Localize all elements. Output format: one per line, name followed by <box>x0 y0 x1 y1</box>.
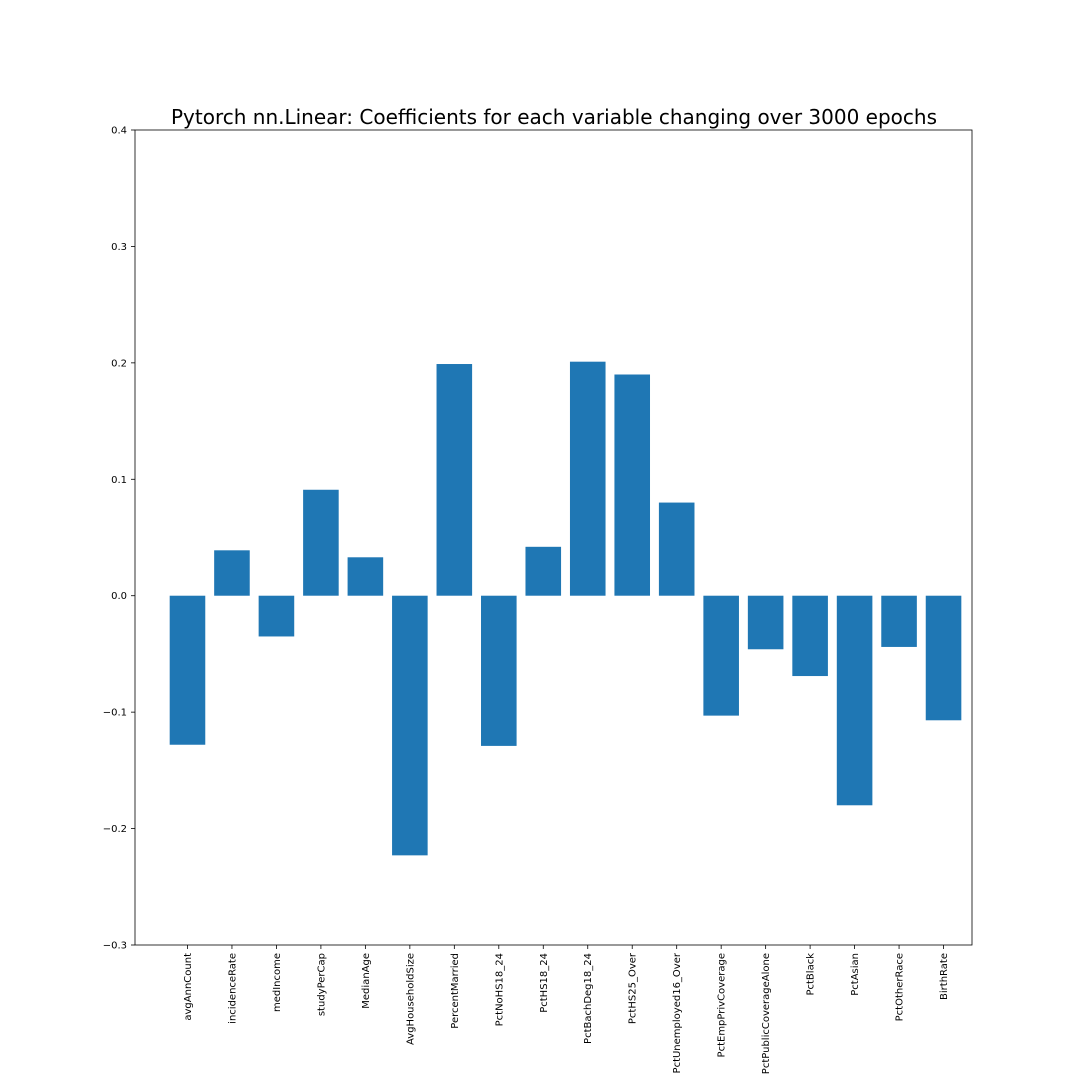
axes-spines <box>134 129 973 946</box>
x-tick-label: PctHS25_Over <box>628 952 639 1024</box>
x-tick-label: PctUnemployed16_Over <box>672 952 683 1073</box>
bar-medIncome <box>258 595 295 637</box>
bar-avgAnnCount <box>169 595 206 745</box>
bar-PctOtherRace <box>881 595 917 647</box>
y-tick-label: 0.3 <box>111 242 127 253</box>
x-axis: avgAnnCount incidenceRate medIncome studyPe… <box>183 945 950 1074</box>
bar-PctNoHS18_24 <box>481 595 517 746</box>
plot-frame <box>134 129 973 946</box>
bar-PctAsian <box>836 595 873 806</box>
x-tick-label: PercentMarried <box>450 953 461 1029</box>
x-tick-label: PctAsian <box>850 953 861 996</box>
bar-PercentMarried <box>436 364 473 596</box>
x-tick-label: AvgHouseholdSize <box>405 953 416 1045</box>
x-tick-label: PctBachDeg18_24 <box>583 953 594 1044</box>
bar-PctPublicCoverageAlone <box>747 595 784 650</box>
x-tick-label: incidenceRate <box>227 953 238 1024</box>
bar-BirthRate <box>925 595 962 721</box>
x-tick-label: PctBlack <box>806 953 817 996</box>
bar-incidenceRate <box>214 550 250 596</box>
x-tick-label: studyPerCap <box>316 953 327 1016</box>
bar-PctHS18_24 <box>525 546 562 596</box>
x-tick-label: PctPublicCoverageAlone <box>761 953 772 1074</box>
x-tick-label: PctEmpPrivCoverage <box>717 953 728 1057</box>
y-tick-label: 0.1 <box>111 475 127 486</box>
x-tick-label: PctHS18_24 <box>539 953 550 1013</box>
bar-PctHS25_Over <box>614 374 651 596</box>
x-tick-label: MedianAge <box>361 953 372 1009</box>
x-tick-label: medIncome <box>272 953 283 1012</box>
y-axis: −0.3 −0.2 −0.1 0.0 0.1 0.2 0.3 0.4 <box>103 126 135 952</box>
y-tick-label: −0.3 <box>103 941 127 952</box>
bar-studyPerCap <box>303 489 339 596</box>
bar-PctBachDeg18_24 <box>569 361 606 596</box>
y-tick-label: 0.2 <box>111 358 127 369</box>
bar-PctEmpPrivCoverage <box>703 595 739 716</box>
y-tick-label: −0.2 <box>103 824 127 835</box>
x-tick-label: avgAnnCount <box>183 953 194 1021</box>
bars-layer <box>169 361 962 856</box>
bar-AvgHouseholdSize <box>392 595 428 856</box>
chart-title: Pytorch nn.Linear: Coefficients for each… <box>171 105 937 129</box>
x-tick-label: BirthRate <box>939 953 950 1000</box>
bar-PctUnemployed16_Over <box>658 502 695 596</box>
y-tick-label: −0.1 <box>103 708 127 719</box>
y-tick-label: 0.0 <box>111 591 127 602</box>
bar-MedianAge <box>347 557 384 596</box>
x-tick-label: PctOtherRace <box>895 953 906 1021</box>
y-tick-label: 0.4 <box>111 126 127 137</box>
bar-PctBlack <box>792 595 828 677</box>
x-tick-label: PctNoHS18_24 <box>494 953 505 1026</box>
